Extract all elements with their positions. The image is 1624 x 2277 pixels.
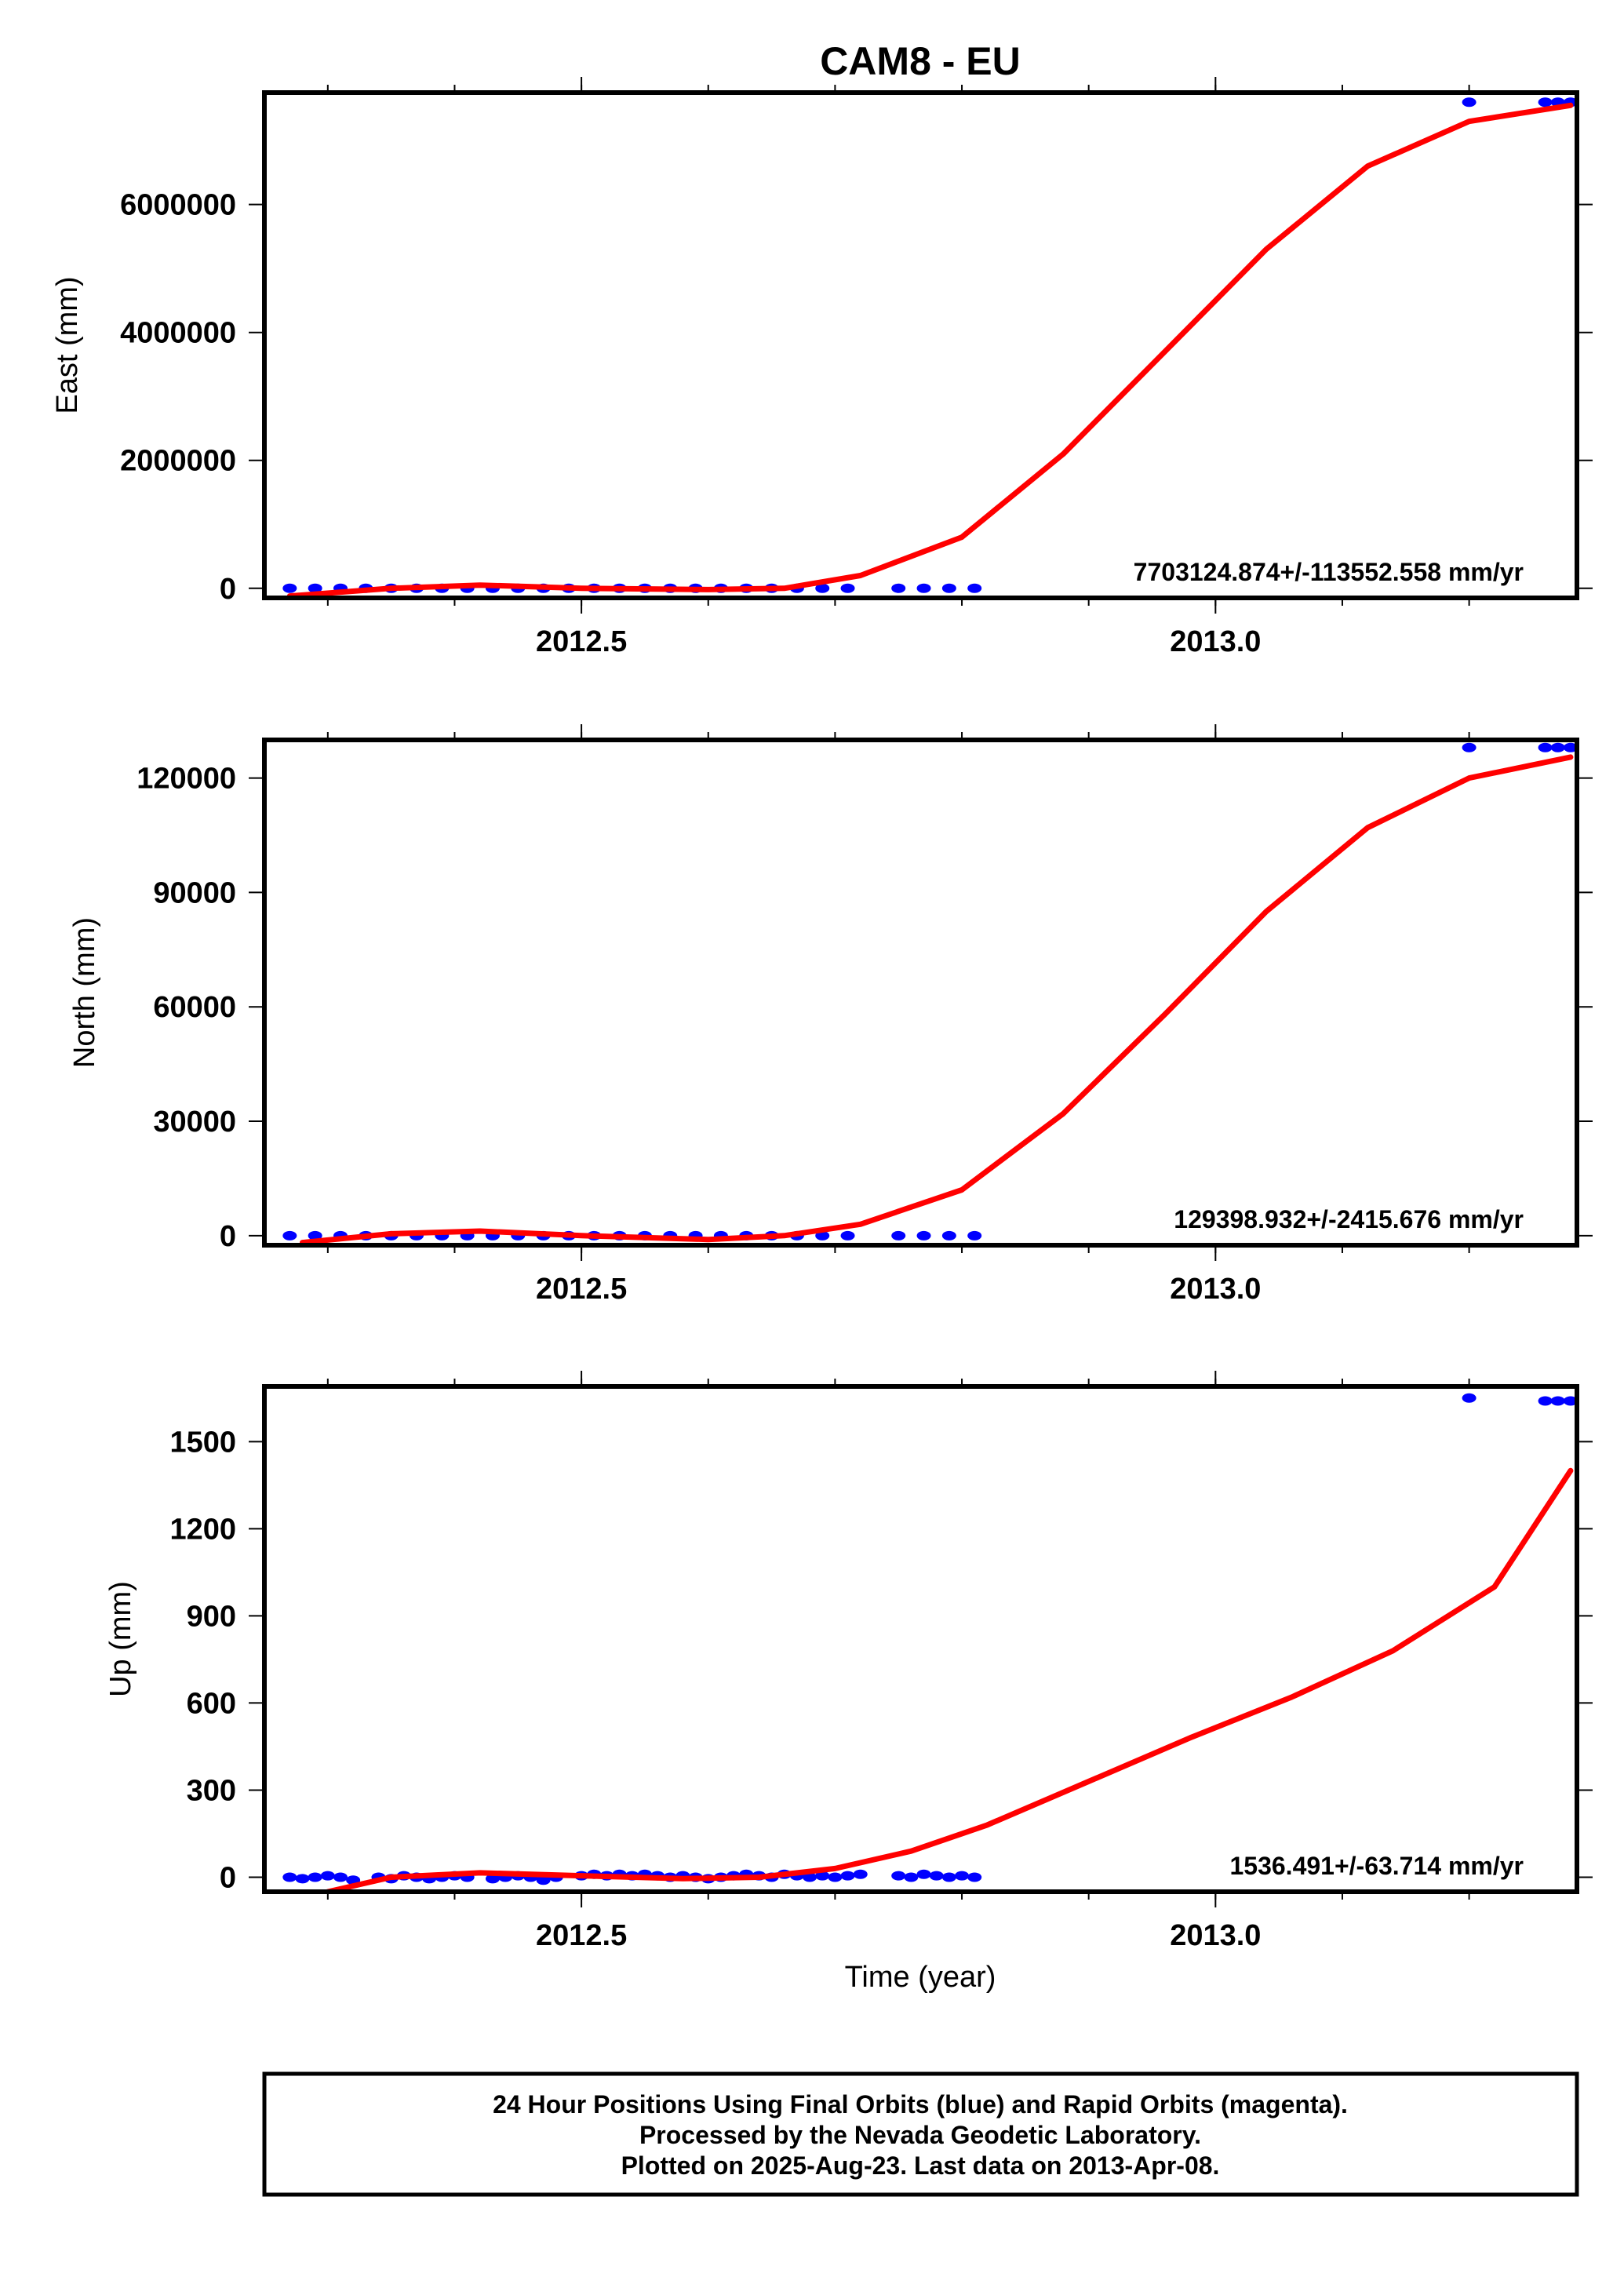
y-axis-label: North (mm) xyxy=(68,917,101,1068)
data-point xyxy=(916,1869,931,1879)
data-point xyxy=(891,1871,906,1881)
data-point xyxy=(320,1871,335,1881)
data-point xyxy=(941,1872,956,1882)
footer-line-2: Processed by the Nevada Geodetic Laborat… xyxy=(639,2121,1201,2149)
data-point xyxy=(1563,1396,1577,1406)
y-tick-label: 90000 xyxy=(153,876,236,909)
data-point xyxy=(1550,742,1565,752)
footer-line-1: 24 Hour Positions Using Final Orbits (bl… xyxy=(493,2090,1348,2119)
rate-annotation: 7703124.874+/-113552.558 mm/yr xyxy=(1134,558,1524,586)
y-tick-label: 2000000 xyxy=(120,445,236,478)
data-point xyxy=(1462,97,1477,107)
data-point xyxy=(1538,742,1553,752)
y-tick-label: 300 xyxy=(187,1774,236,1807)
footer-line-3: Plotted on 2025-Aug-23. Last data on 201… xyxy=(621,2151,1220,2180)
data-point xyxy=(282,1230,297,1241)
data-point xyxy=(955,1871,970,1881)
north-panel: 2012.5 2013.0 0 30000 60000 90000 120000 North … xyxy=(68,724,1593,1306)
fit-line xyxy=(325,1467,1574,1892)
up-panel: 2012.5 2013.0 0 300 600 900 1200 1500 Up (mm) 153… xyxy=(104,1371,1593,1952)
fit-line xyxy=(300,754,1574,1245)
x-tick-label: 2012.5 xyxy=(536,1919,627,1952)
series-group xyxy=(282,742,1577,1245)
data-point xyxy=(308,1872,322,1882)
data-point xyxy=(1462,742,1477,752)
data-point xyxy=(941,1230,956,1241)
series-group xyxy=(282,97,1577,598)
data-point xyxy=(916,1230,931,1241)
data-point xyxy=(1538,97,1553,107)
footer-box xyxy=(262,2071,1579,2197)
data-point xyxy=(282,1872,297,1882)
data-point xyxy=(840,583,855,593)
y-tick-label: 0 xyxy=(220,1861,236,1894)
data-point xyxy=(333,1872,348,1882)
x-tick-label: 2012.5 xyxy=(536,625,627,658)
y-tick-label: 1500 xyxy=(169,1426,236,1459)
x-tick-label: 2013.0 xyxy=(1170,1273,1261,1306)
y-tick-label: 4000000 xyxy=(120,317,236,350)
y-tick-label: 600 xyxy=(187,1687,236,1720)
data-point xyxy=(485,1874,500,1884)
data-point xyxy=(308,1230,322,1241)
data-point xyxy=(891,1230,906,1241)
y-tick-label: 1200 xyxy=(169,1513,236,1546)
x-axis-label: Time (year) xyxy=(845,1961,996,1994)
y-tick-label: 60000 xyxy=(153,991,236,1024)
fit-line xyxy=(286,102,1574,598)
rate-annotation: 129398.932+/-2415.676 mm/yr xyxy=(1174,1205,1524,1233)
y-axis-label: East (mm) xyxy=(51,276,84,414)
data-point xyxy=(282,583,297,593)
data-point xyxy=(815,1230,830,1241)
data-point xyxy=(967,583,982,593)
data-point xyxy=(929,1871,944,1881)
data-point xyxy=(803,1872,817,1882)
data-point xyxy=(916,583,931,593)
data-point xyxy=(967,1230,982,1241)
data-point xyxy=(1462,1393,1477,1403)
data-point xyxy=(904,1872,919,1882)
plot-frame xyxy=(262,90,1579,600)
x-tick-label: 2012.5 xyxy=(536,1273,627,1306)
east-panel: 2012.5 2013.0 0 2000000 4000000 6000000 East (… xyxy=(51,77,1593,658)
y-tick-label: 30000 xyxy=(153,1106,236,1138)
data-point xyxy=(828,1872,843,1882)
rate-annotation: 1536.491+/-63.714 mm/yr xyxy=(1229,1852,1524,1880)
x-tick-label: 2013.0 xyxy=(1170,625,1261,658)
y-axis-label: Up (mm) xyxy=(104,1581,137,1697)
plot-frame xyxy=(262,738,1579,1248)
series-group xyxy=(282,1393,1577,1892)
y-tick-label: 120000 xyxy=(137,763,236,796)
data-point xyxy=(853,1869,868,1879)
y-tick-label: 900 xyxy=(187,1600,236,1633)
data-point xyxy=(295,1874,310,1884)
data-point xyxy=(840,1230,855,1241)
figure-title: CAM8 - EU xyxy=(820,39,1021,83)
data-point xyxy=(308,583,322,593)
data-point xyxy=(536,1875,551,1885)
plot-frame xyxy=(262,1384,1579,1894)
data-point xyxy=(815,583,830,593)
data-point xyxy=(815,1871,830,1881)
data-point xyxy=(891,583,906,593)
data-point xyxy=(941,583,956,593)
data-point xyxy=(967,1872,982,1882)
y-tick-label: 0 xyxy=(220,1220,236,1253)
y-tick-label: 6000000 xyxy=(120,189,236,222)
data-point xyxy=(1550,1396,1565,1406)
y-tick-label: 0 xyxy=(220,573,236,606)
data-point xyxy=(840,1871,855,1881)
x-tick-label: 2013.0 xyxy=(1170,1919,1261,1952)
data-point xyxy=(1563,742,1577,752)
data-point xyxy=(1538,1396,1553,1406)
